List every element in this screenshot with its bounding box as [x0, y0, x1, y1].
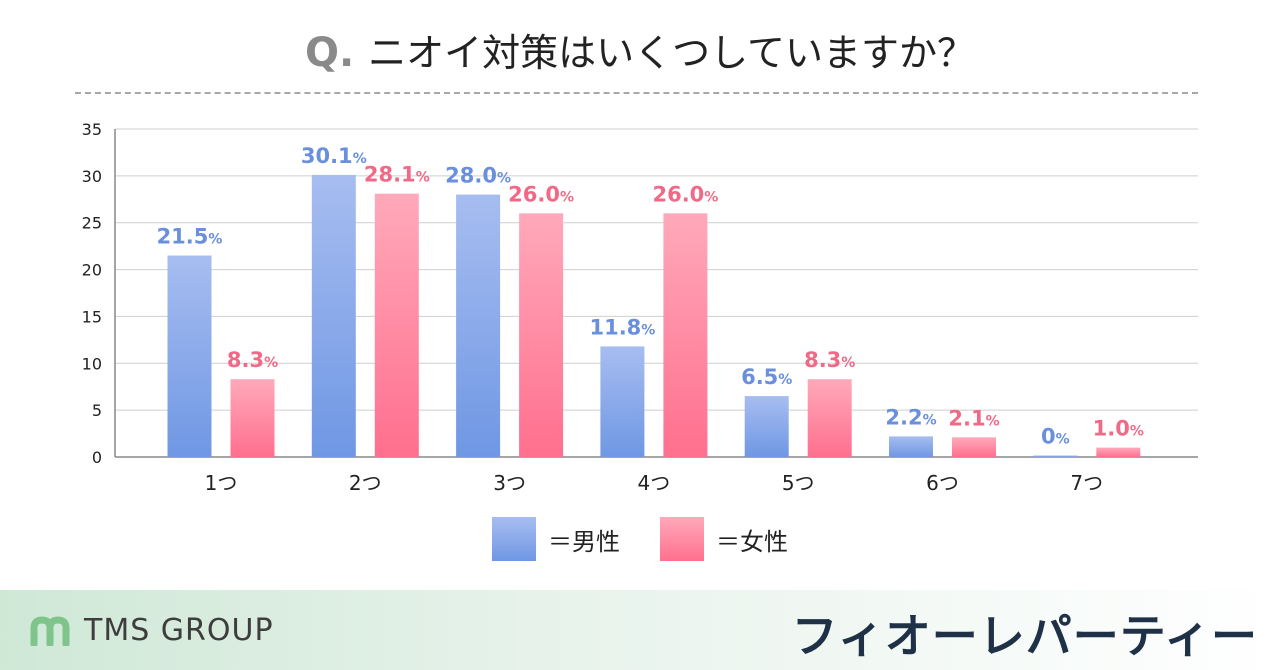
y-tick-label: 10 — [82, 354, 102, 373]
bar-chart: 0 5 10 15 20 25 30 35 21.5% 8.3% 1つ 30.1%28.1% 2つ 28… — [82, 120, 1198, 495]
footer-banner: TMS GROUP フィオーレパーティー — [0, 590, 1280, 670]
tms-m-icon — [30, 616, 70, 646]
legend: ＝男性 ＝女性 — [0, 517, 1280, 561]
question-mark-label: Q. — [304, 30, 355, 76]
y-tick-label: 35 — [82, 120, 102, 139]
legend-label-male: ＝男性 — [548, 527, 620, 556]
bar-female — [374, 193, 419, 458]
legend-item-female: ＝女性 — [660, 517, 788, 561]
bar-female — [952, 437, 996, 457]
y-tick-label: 5 — [92, 401, 102, 420]
chart-title: Q. ニオイ対策はいくつしていますか？ — [0, 22, 1280, 82]
label-layer: 21.5%8.3%1つ30.1%28.1%2つ28.0%26.0%3つ11.8%… — [157, 144, 1144, 495]
tms-group-logo: TMS GROUP — [30, 610, 274, 650]
data-label-male: 6.5% — [741, 365, 792, 389]
bar-female — [663, 213, 708, 457]
x-tick-label: 4つ — [638, 471, 671, 495]
bar-male — [456, 194, 501, 457]
data-label-female: 8.3% — [227, 348, 278, 372]
data-label-female: 2.1% — [948, 406, 999, 430]
bar-male — [889, 436, 933, 457]
y-tick-label: 0 — [92, 448, 102, 467]
data-label-male: 0% — [1041, 425, 1070, 449]
tms-group-text: TMS GROUP — [84, 612, 274, 648]
question-text: ニオイ対策はいくつしていますか？ — [368, 31, 976, 75]
grid-layer: 0 5 10 15 20 25 30 35 — [82, 120, 1198, 467]
data-label-female: 1.0% — [1093, 417, 1144, 441]
bar-male — [167, 255, 212, 457]
brand-logo-text: フィオーレパーティー — [791, 609, 1258, 663]
bar-female — [807, 379, 852, 457]
data-label-male: 21.5% — [157, 225, 223, 249]
x-tick-label: 6つ — [926, 471, 959, 495]
bar-male — [1033, 455, 1078, 457]
legend-item-male: ＝男性 — [492, 517, 620, 561]
data-label-female: 8.3% — [804, 348, 855, 372]
data-label-male: 28.0% — [445, 164, 511, 188]
data-label-male: 11.8% — [589, 315, 655, 339]
x-tick-label: 3つ — [493, 471, 526, 495]
y-tick-label: 25 — [82, 214, 102, 233]
data-label-male: 30.1% — [301, 144, 367, 168]
legend-swatch-female — [660, 517, 704, 561]
legend-label-female: ＝女性 — [716, 527, 788, 556]
x-tick-label: 1つ — [205, 471, 238, 495]
y-tick-label: 30 — [82, 167, 102, 186]
legend-swatch-male — [492, 517, 536, 561]
data-label-male: 2.2% — [885, 405, 936, 429]
bar-male — [600, 346, 645, 457]
bar-male — [744, 396, 789, 457]
data-label-female: 28.1% — [364, 163, 430, 187]
bar-female — [519, 213, 564, 457]
x-tick-label: 5つ — [782, 471, 815, 495]
bar-female — [1096, 447, 1141, 457]
title-divider — [75, 92, 1198, 94]
y-tick-label: 15 — [82, 307, 102, 326]
x-tick-label: 2つ — [349, 471, 382, 495]
y-tick-label: 20 — [82, 261, 102, 280]
data-label-female: 26.0% — [508, 182, 574, 206]
bar-layer — [167, 174, 1141, 458]
bar-female — [230, 379, 275, 457]
data-label-female: 26.0% — [652, 182, 718, 206]
x-tick-label: 7つ — [1070, 471, 1103, 495]
bar-male — [311, 174, 356, 458]
